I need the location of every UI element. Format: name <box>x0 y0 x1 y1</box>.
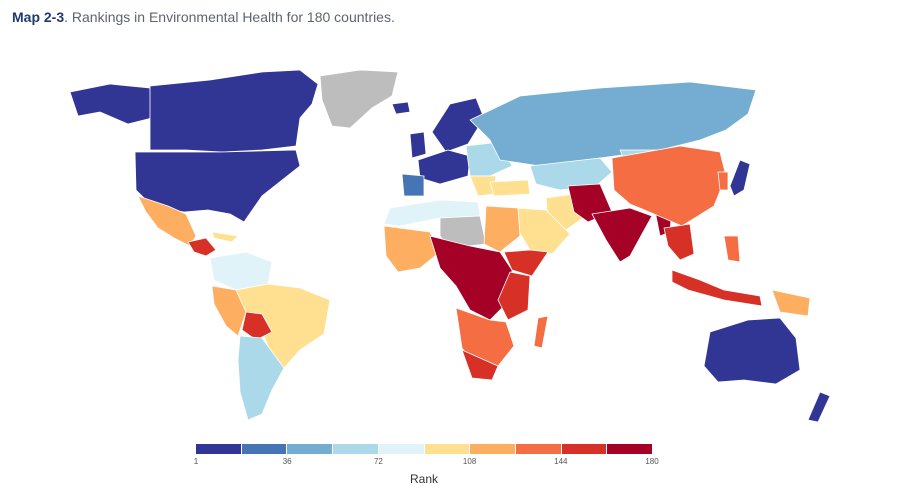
region-canada <box>149 69 319 153</box>
region-greenland <box>319 69 399 129</box>
legend-swatch <box>241 444 288 454</box>
legend-tick-label: 108 <box>462 457 477 466</box>
legend-swatch <box>287 444 334 454</box>
region-japan <box>729 159 751 197</box>
region-uk <box>409 131 427 159</box>
legend-swatch <box>470 444 516 454</box>
region-horn-of-africa <box>503 249 549 277</box>
legend-tick-label: 144 <box>554 457 568 466</box>
legend-swatch <box>378 444 425 454</box>
legend-swatch <box>424 444 471 454</box>
region-india <box>591 207 653 263</box>
region-venezuela-colombia <box>209 251 273 291</box>
legend-tick-label: 36 <box>282 457 292 466</box>
region-western-europe <box>417 149 471 185</box>
region-russia <box>469 81 757 167</box>
legend-ticks: 1 36 72 108 144 180 <box>193 457 659 467</box>
region-iceland <box>391 101 411 115</box>
region-egypt-sudan <box>483 205 521 253</box>
map-title: Map 2-3. Rankings in Environmental Healt… <box>12 9 395 25</box>
map-title-text: . Rankings in Environmental Health for 1… <box>64 9 395 25</box>
rank-legend-scale <box>196 444 653 458</box>
region-central-america <box>187 237 217 257</box>
legend-tick-label: 72 <box>373 457 383 466</box>
legend-swatch <box>196 444 242 454</box>
region-madagascar <box>533 315 549 349</box>
legend-tick-label: 180 <box>645 457 659 466</box>
region-papua-new-guinea <box>771 289 811 317</box>
region-argentina-chile <box>237 335 285 421</box>
map-title-prefix: Map 2-3 <box>12 9 65 25</box>
region-east-africa <box>497 271 531 321</box>
region-iberia <box>401 173 425 197</box>
region-australia <box>703 317 801 385</box>
legend-swatch <box>607 444 653 454</box>
region-cuba <box>211 231 239 243</box>
region-indonesia <box>671 269 763 307</box>
region-south-africa <box>461 349 499 381</box>
region-korea <box>717 171 729 191</box>
legend-swatch <box>515 444 562 454</box>
region-southeast-asia <box>663 223 695 261</box>
legend-swatch <box>561 444 608 454</box>
region-turkey <box>489 179 531 197</box>
world-choropleth-map <box>69 69 831 423</box>
region-central-africa <box>429 235 513 321</box>
region-philippines <box>723 235 741 263</box>
region-china <box>611 145 727 227</box>
region-alaska <box>69 83 153 125</box>
legend-swatch <box>333 444 379 454</box>
region-new-zealand <box>807 391 831 423</box>
legend-axis-label: Rank <box>409 472 438 486</box>
region-west-africa <box>383 225 441 273</box>
region-bolivia <box>241 311 273 341</box>
legend-tick-label: 1 <box>193 457 199 466</box>
